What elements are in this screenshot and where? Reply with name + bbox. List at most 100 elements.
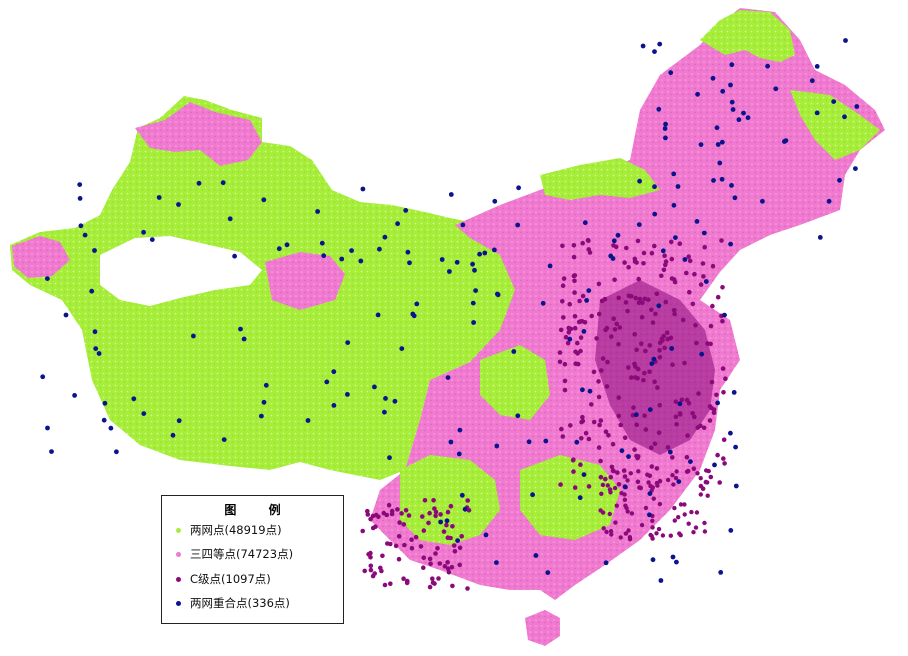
overlap-point bbox=[114, 449, 119, 455]
c-grade-point bbox=[393, 543, 399, 549]
c-grade-point bbox=[652, 243, 657, 249]
c-grade-point bbox=[682, 512, 687, 517]
c-grade-point bbox=[427, 510, 432, 516]
overlap-point bbox=[626, 454, 631, 459]
c-grade-point bbox=[568, 423, 573, 428]
c-grade-point bbox=[707, 418, 713, 423]
c-grade-point bbox=[445, 509, 451, 515]
overlap-point bbox=[339, 256, 345, 262]
c-grade-point bbox=[691, 466, 697, 472]
overlap-point bbox=[102, 400, 108, 406]
c-grade-point bbox=[649, 464, 655, 469]
c-grade-point bbox=[608, 529, 614, 534]
c-grade-point bbox=[452, 549, 458, 554]
c-grade-point bbox=[404, 580, 410, 586]
c-grade-point bbox=[706, 468, 711, 474]
c-grade-point bbox=[669, 256, 675, 262]
overlap-point bbox=[45, 425, 50, 431]
c-grade-point bbox=[432, 581, 437, 586]
overlap-point bbox=[382, 409, 387, 415]
c-grade-point bbox=[571, 469, 576, 474]
c-grade-point bbox=[650, 525, 655, 530]
c-grade-point bbox=[642, 413, 647, 419]
c-grade-point bbox=[562, 378, 568, 384]
overlap-point bbox=[719, 176, 725, 182]
c-grade-point bbox=[657, 348, 662, 353]
c-grade-point bbox=[580, 293, 586, 299]
c-grade-point bbox=[558, 327, 564, 333]
overlap-point bbox=[718, 570, 724, 575]
c-grade-point bbox=[642, 370, 647, 376]
c-grade-point bbox=[600, 356, 606, 361]
c-grade-point bbox=[676, 515, 681, 520]
c-grade-point bbox=[558, 482, 563, 487]
c-grade-point bbox=[591, 369, 597, 375]
overlap-point bbox=[580, 387, 585, 393]
overlap-point bbox=[414, 301, 420, 307]
c-grade-point bbox=[370, 513, 376, 519]
c-grade-point bbox=[402, 542, 407, 548]
overlap-point bbox=[259, 413, 264, 419]
overlap-point bbox=[809, 78, 815, 84]
overlap-point bbox=[454, 259, 460, 265]
c-grade-point bbox=[580, 414, 585, 420]
c-grade-point bbox=[395, 507, 400, 512]
c-grade-point bbox=[700, 261, 706, 266]
c-grade-point bbox=[708, 474, 714, 480]
overlap-point bbox=[457, 427, 463, 433]
c-grade-point bbox=[684, 469, 690, 474]
overlap-point bbox=[131, 396, 137, 402]
c-grade-point bbox=[669, 239, 674, 245]
c-grade-point bbox=[618, 535, 623, 540]
overlap-point bbox=[567, 336, 573, 342]
overlap-point bbox=[547, 263, 553, 269]
c-grade-point bbox=[389, 511, 395, 517]
c-grade-point bbox=[572, 290, 577, 295]
overlap-point bbox=[728, 241, 733, 247]
overlap-point bbox=[831, 99, 837, 104]
c-grade-point bbox=[662, 253, 667, 258]
c-grade-point bbox=[578, 462, 583, 468]
c-grade-point bbox=[677, 411, 683, 416]
c-grade-point bbox=[433, 513, 438, 519]
overlap-point bbox=[526, 439, 532, 445]
c-grade-point bbox=[596, 394, 602, 400]
c-grade-point bbox=[698, 492, 703, 497]
overlap-point bbox=[176, 202, 181, 207]
c-grade-point bbox=[565, 340, 571, 346]
overlap-point bbox=[456, 451, 462, 457]
c-grade-point bbox=[705, 493, 710, 498]
c-grade-point bbox=[422, 498, 428, 503]
overlap-point bbox=[728, 430, 733, 436]
c-grade-point bbox=[653, 311, 658, 317]
overlap-point bbox=[149, 237, 155, 243]
overlap-point bbox=[459, 492, 465, 498]
legend-label-green: 两网点(48919点) bbox=[190, 523, 282, 537]
overlap-point bbox=[814, 110, 820, 116]
region-northeast-green-2 bbox=[790, 90, 880, 160]
c-grade-point bbox=[663, 262, 668, 268]
overlap-point bbox=[439, 257, 445, 262]
overlap-point bbox=[854, 104, 860, 109]
overlap-point bbox=[319, 240, 325, 246]
c-grade-point bbox=[674, 469, 679, 474]
c-grade-point bbox=[692, 414, 697, 420]
c-grade-point bbox=[438, 512, 443, 517]
c-grade-point bbox=[639, 341, 644, 347]
overlap-point bbox=[345, 340, 351, 345]
overlap-point bbox=[637, 178, 642, 184]
c-grade-point bbox=[604, 384, 610, 389]
overlap-point bbox=[671, 171, 677, 177]
c-grade-point bbox=[693, 323, 698, 328]
c-grade-point bbox=[372, 571, 378, 576]
overlap-point bbox=[470, 261, 475, 267]
c-grade-point bbox=[572, 325, 578, 331]
overlap-point bbox=[662, 126, 668, 131]
c-grade-point bbox=[621, 468, 627, 473]
c-grade-point bbox=[450, 583, 455, 589]
c-grade-point bbox=[672, 311, 677, 317]
region-yunnan-green bbox=[400, 455, 500, 545]
c-grade-point bbox=[646, 480, 651, 485]
overlap-point bbox=[448, 439, 454, 445]
overlap-point bbox=[729, 62, 735, 68]
